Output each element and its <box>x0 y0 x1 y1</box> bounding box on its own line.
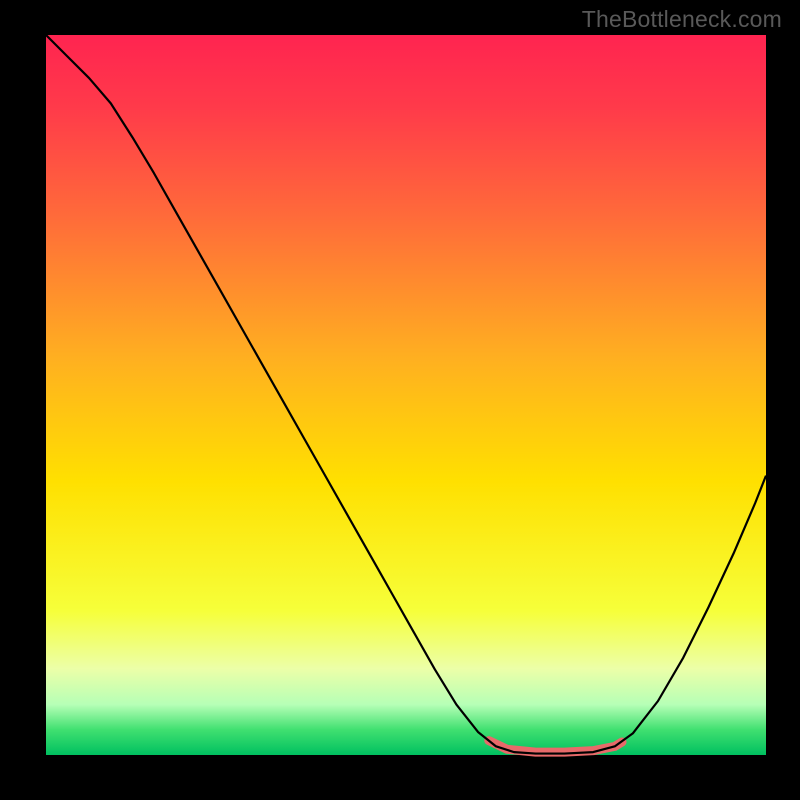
gradient-plot-area <box>0 0 800 800</box>
chart-frame: TheBottleneck.com <box>0 0 800 800</box>
watermark-text: TheBottleneck.com <box>582 6 782 33</box>
